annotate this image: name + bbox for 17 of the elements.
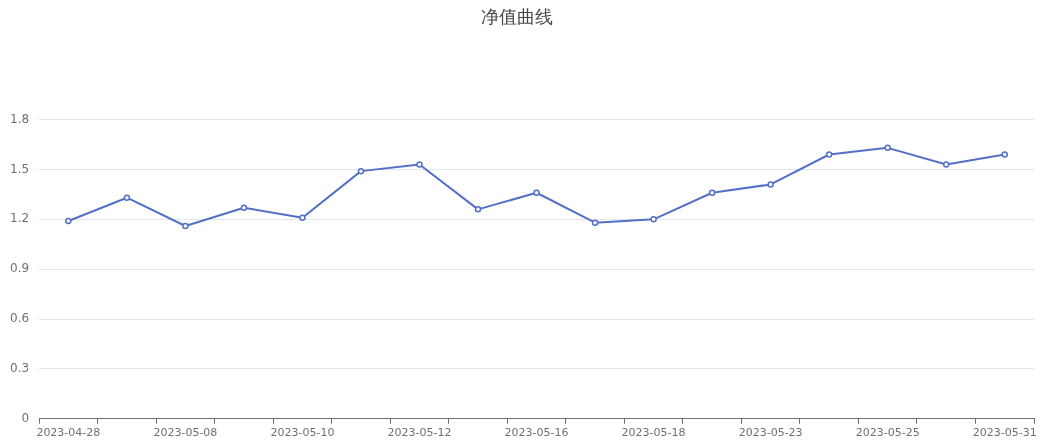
x-tick-label: 2023-04-28 <box>36 426 101 440</box>
y-tick-label: 1.5 <box>9 161 30 176</box>
y-tick-label: 0.9 <box>9 261 30 276</box>
x-tick-label: 2023-05-25 <box>855 426 920 440</box>
x-tick-label: 2023-05-23 <box>738 426 803 440</box>
chart-title: 净值曲线 <box>481 6 553 28</box>
x-tick-label: 2023-05-31 <box>972 426 1037 440</box>
y-tick-label: 1.2 <box>9 211 30 226</box>
x-tick-label: 2023-05-12 <box>387 426 452 440</box>
y-tick-label: 0 <box>21 410 30 425</box>
y-tick-label: 0.6 <box>9 311 30 326</box>
x-tick-label: 2023-05-08 <box>153 426 218 440</box>
y-tick-label: 1.8 <box>9 111 30 126</box>
y-tick-label: 0.3 <box>9 361 30 376</box>
x-tick-label: 2023-05-10 <box>270 426 335 440</box>
x-tick-label: 2023-05-16 <box>504 426 569 440</box>
x-tick-label: 2023-05-18 <box>621 426 686 440</box>
